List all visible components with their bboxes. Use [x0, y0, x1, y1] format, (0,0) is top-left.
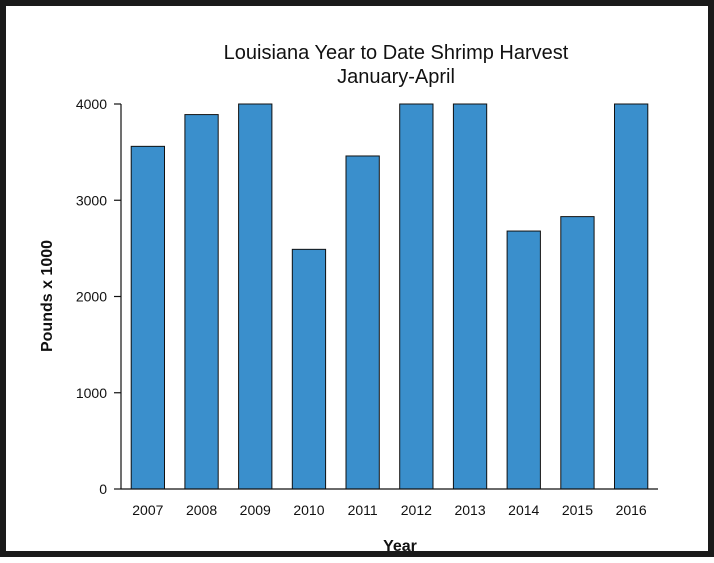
y-tick-label: 0 [99, 481, 107, 497]
bar-2014 [506, 230, 541, 490]
x-tick-label: 2016 [616, 502, 647, 518]
y-axis-label: Pounds x 1000 [39, 240, 56, 352]
x-axis-ticks: 2007 2008 2009 2010 2011 2012 2013 2014 2015 2016 [132, 502, 647, 518]
x-tick-label: 2009 [240, 502, 271, 518]
y-tick-label: 3000 [76, 192, 107, 208]
x-tick-label: 2010 [293, 502, 324, 518]
y-tick-label: 4000 [76, 96, 107, 112]
bar-2011 [345, 155, 380, 490]
x-tick-label: 2014 [508, 502, 539, 518]
bar-2015 [560, 216, 595, 490]
x-axis-label: Year [383, 538, 417, 555]
chart-subtitle: January-April [337, 66, 455, 88]
y-tick-label: 1000 [76, 385, 107, 401]
x-tick-label: 2011 [348, 502, 378, 518]
y-tick-label: 2000 [76, 289, 107, 305]
x-tick-label: 2012 [401, 502, 432, 518]
bar-2007 [130, 145, 165, 490]
bar-chart: Louisiana Year to Date Shrimp Harvest Ja… [39, 42, 658, 555]
x-tick-label: 2013 [454, 502, 485, 518]
bar-2009 [238, 103, 273, 490]
bar-2008 [184, 114, 219, 490]
x-tick-label: 2008 [186, 502, 217, 518]
x-tick-label: 2015 [562, 502, 593, 518]
bars-group [130, 103, 649, 490]
bar-2012 [399, 103, 434, 490]
bar-2016 [614, 103, 649, 490]
x-tick-label: 2007 [132, 502, 163, 518]
bar-2010 [291, 248, 327, 490]
bar-2013 [452, 103, 488, 490]
y-axis-ticks: 0 1000 2000 3000 4000 [76, 96, 121, 497]
chart-title: Louisiana Year to Date Shrimp Harvest [224, 42, 569, 64]
